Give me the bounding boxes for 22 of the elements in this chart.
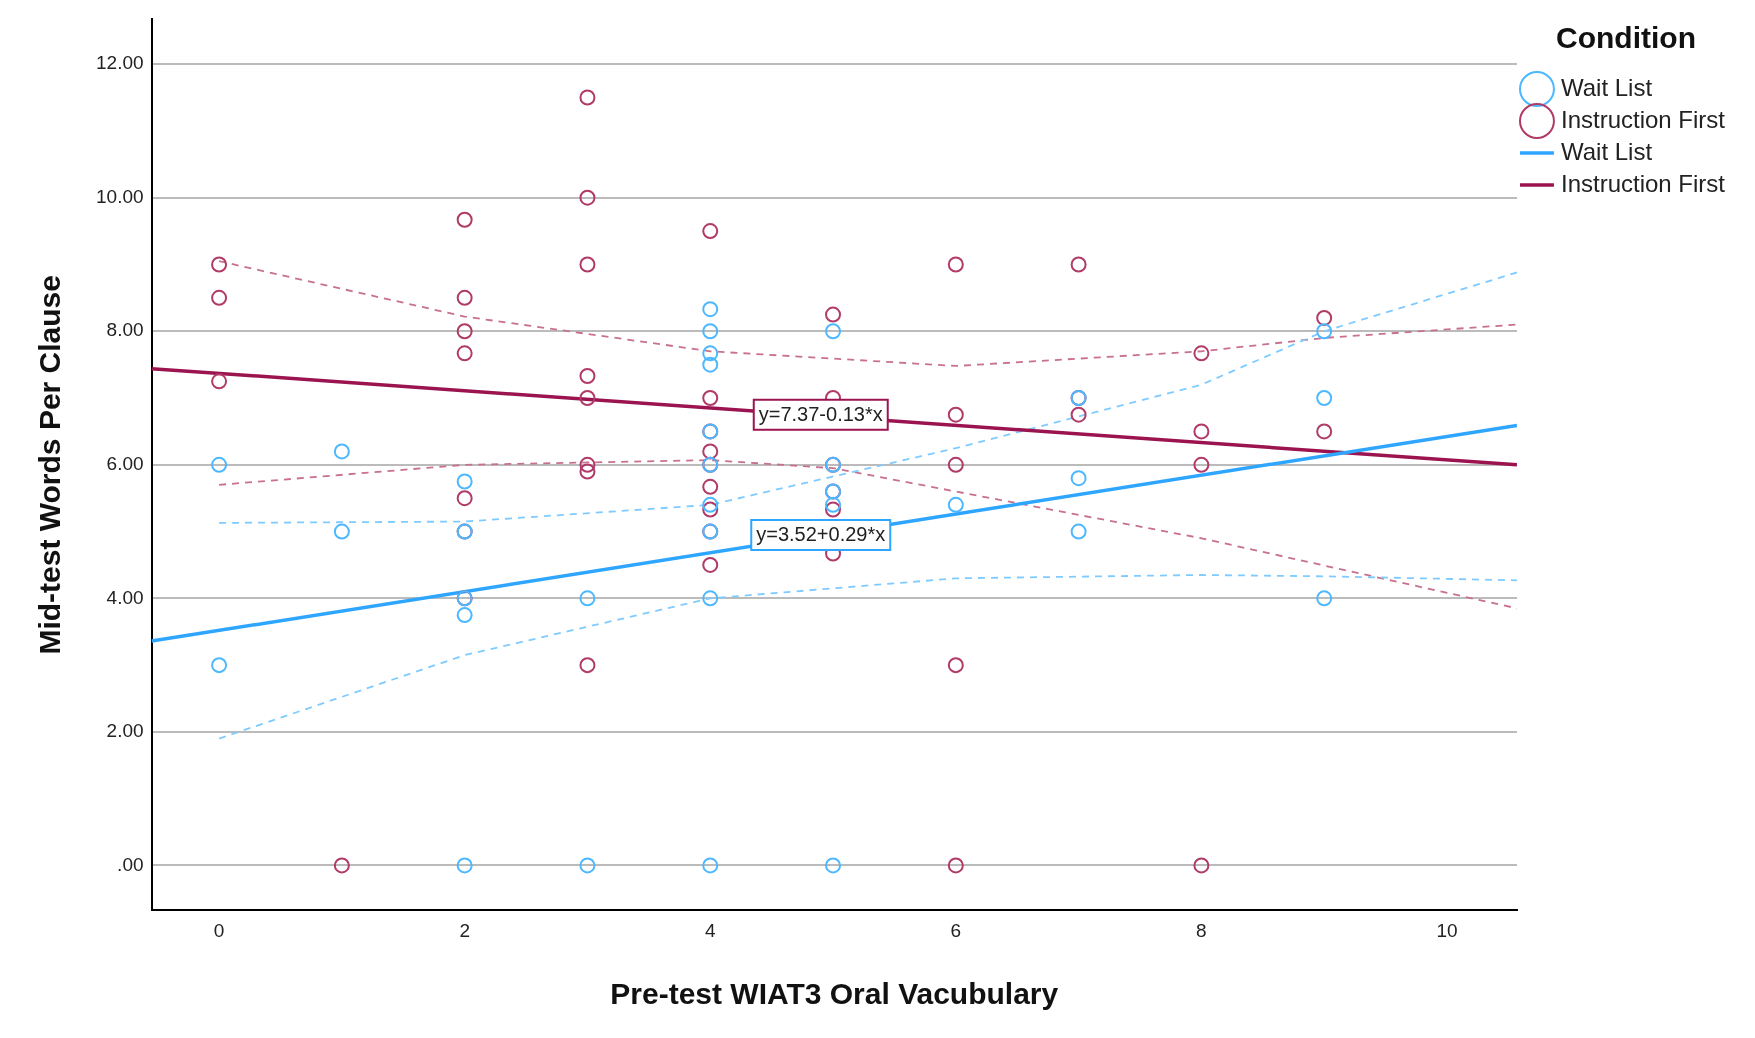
legend-label: Instruction First [1560, 169, 1726, 197]
x-tick-label: 2 [459, 919, 470, 941]
x-tick-label: 10 [1436, 919, 1458, 941]
y-tick-label: 12.00 [96, 52, 144, 74]
y-tick-label: 4.00 [106, 586, 144, 608]
x-tick-label: 4 [704, 919, 716, 941]
x-axis-title: Pre-test WIAT3 Oral Vacubulary [610, 977, 1059, 1011]
y-axis-title: Mid-test Words Per Clause [33, 275, 67, 655]
legend-label: Wait List [1560, 73, 1653, 101]
y-tick-label: 2.00 [106, 720, 144, 742]
y-tick-label: 6.00 [106, 453, 144, 475]
legend-label: Instruction First [1560, 105, 1726, 133]
y-tick-label: 10.00 [96, 185, 144, 207]
y-tick-label: 8.00 [106, 319, 144, 341]
legend-title: Condition [1556, 21, 1696, 55]
annotation: y=3.52+0.29*x [756, 523, 886, 546]
x-tick-label: 0 [213, 919, 225, 941]
y-tick-label: .00 [117, 853, 144, 875]
annotation: y=7.37-0.13*x [758, 403, 883, 426]
x-tick-label: 8 [1196, 919, 1207, 941]
x-tick-label: 6 [950, 919, 962, 941]
legend-label: Wait List [1560, 137, 1653, 165]
